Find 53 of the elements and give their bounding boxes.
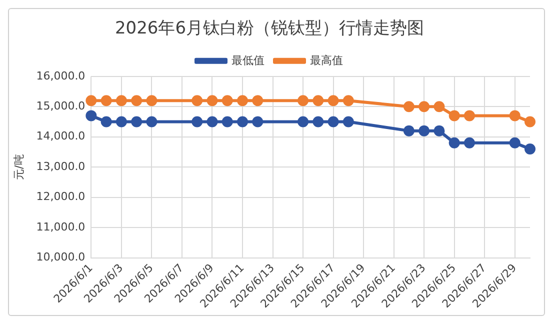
point bbox=[342, 95, 354, 106]
point bbox=[146, 95, 158, 106]
point bbox=[206, 116, 218, 128]
point bbox=[237, 95, 248, 106]
point bbox=[100, 116, 112, 128]
y-tick-label: 11,000.0 bbox=[36, 220, 86, 234]
point bbox=[342, 116, 354, 128]
point bbox=[524, 143, 536, 154]
point bbox=[131, 116, 142, 128]
y-tick-label: 14,000.0 bbox=[36, 130, 86, 143]
point bbox=[206, 95, 218, 106]
y-tick-label: 15,000.0 bbox=[36, 99, 86, 112]
y-axis-title: 元/吨 bbox=[12, 154, 26, 180]
point bbox=[116, 116, 127, 128]
y-tick-label: 16,000.0 bbox=[36, 69, 86, 82]
point bbox=[312, 116, 324, 128]
point bbox=[448, 137, 460, 148]
point bbox=[403, 101, 414, 112]
point bbox=[524, 116, 536, 128]
point bbox=[252, 116, 264, 128]
point bbox=[434, 125, 445, 136]
point bbox=[403, 125, 414, 136]
point bbox=[298, 95, 309, 106]
point bbox=[434, 101, 445, 112]
point bbox=[418, 101, 430, 112]
legend-label: 最高值 bbox=[310, 54, 343, 67]
point bbox=[222, 95, 233, 106]
point bbox=[192, 116, 203, 128]
point bbox=[312, 95, 324, 106]
point bbox=[509, 110, 520, 122]
chart-title: 2026年6月钛白粉（锐钛型）行情走势图 bbox=[114, 18, 424, 39]
point bbox=[448, 110, 460, 122]
y-tick-label: 10,000.0 bbox=[36, 250, 86, 264]
point bbox=[418, 125, 430, 136]
point bbox=[328, 95, 339, 106]
point bbox=[131, 95, 142, 106]
point bbox=[146, 116, 158, 128]
point bbox=[328, 116, 339, 128]
y-tick-label: 12,000.0 bbox=[36, 190, 86, 204]
legend-label: 最低值 bbox=[232, 54, 264, 67]
point bbox=[192, 95, 203, 106]
point bbox=[100, 95, 112, 106]
point bbox=[464, 110, 475, 122]
point bbox=[298, 116, 309, 128]
point bbox=[237, 116, 248, 128]
y-tick-label: 13,000.0 bbox=[36, 160, 86, 173]
point bbox=[509, 137, 520, 148]
point bbox=[116, 95, 127, 106]
point bbox=[252, 95, 264, 106]
point bbox=[86, 110, 97, 122]
point bbox=[464, 137, 475, 148]
point bbox=[86, 95, 97, 106]
point bbox=[222, 116, 233, 128]
